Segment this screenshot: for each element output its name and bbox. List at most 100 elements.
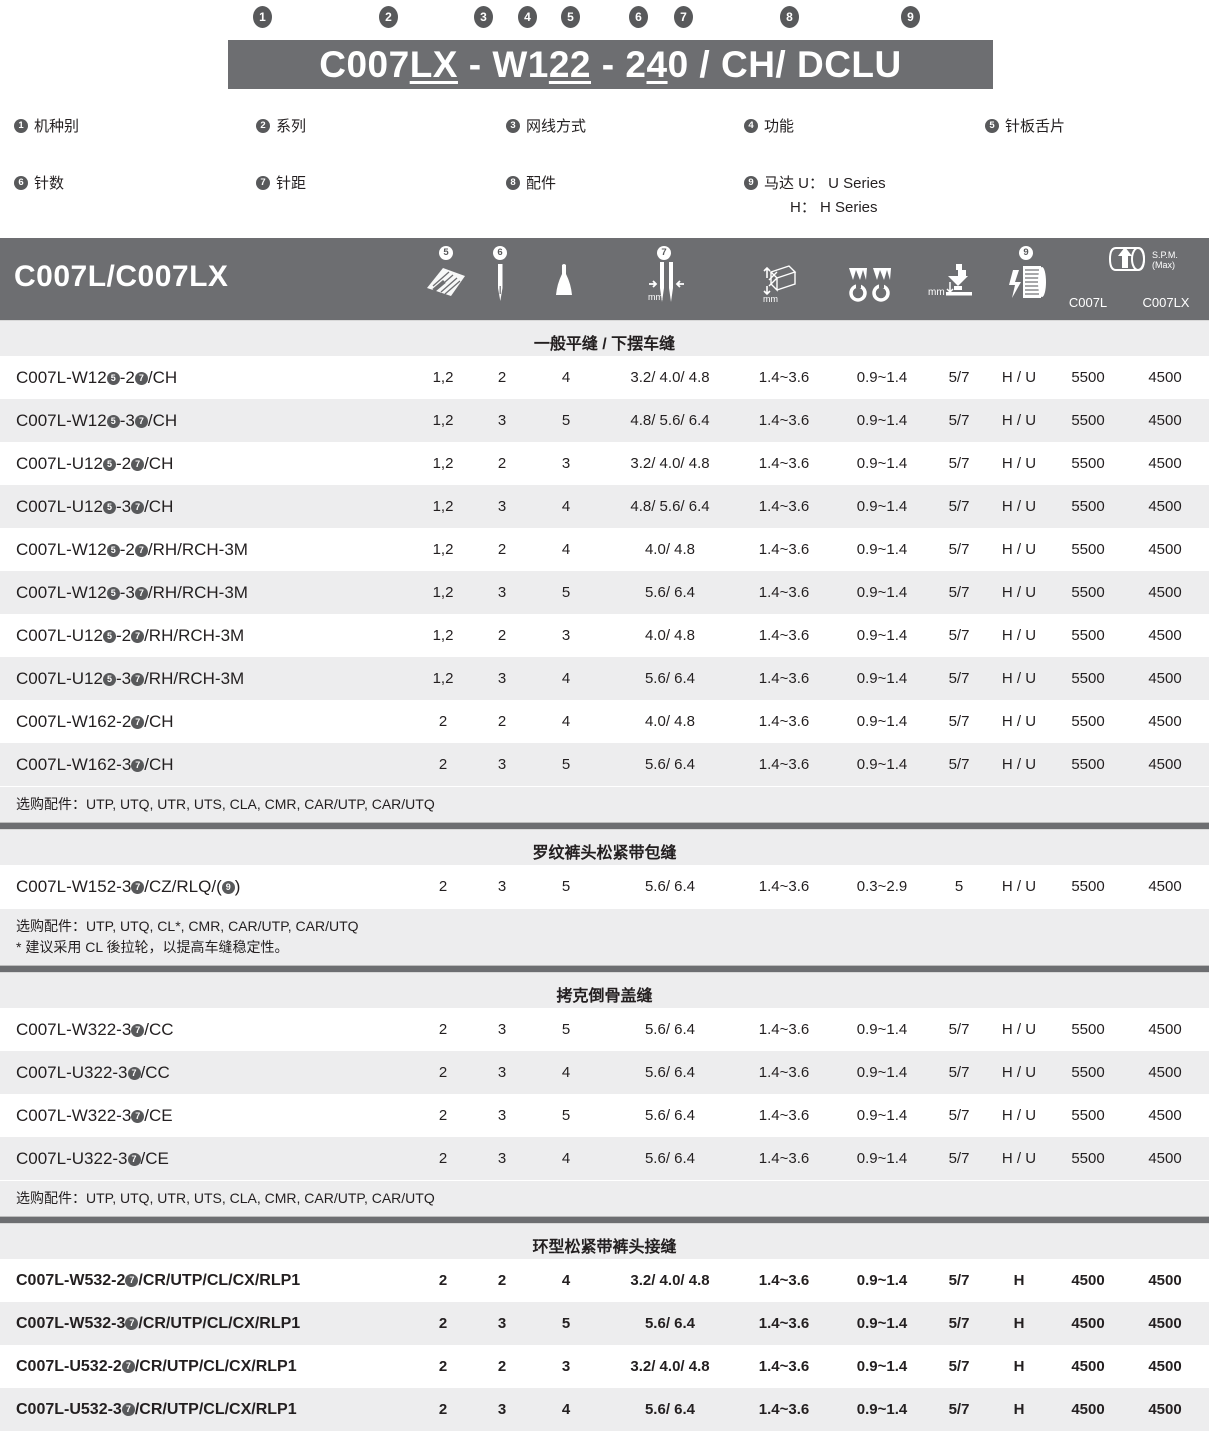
- table-cell-c5: 1.4~3.6: [758, 369, 810, 386]
- table-cell-c2: 3: [497, 1401, 507, 1418]
- table-cell-c7: 5/7: [948, 1150, 970, 1167]
- code-marker-3: 3: [474, 6, 493, 28]
- table-cell-c10: 4500: [1148, 498, 1182, 515]
- table-cell-c3: 4: [561, 1401, 571, 1418]
- code-marker-1: 1: [253, 6, 272, 28]
- table-cell-c5: 1.4~3.6: [758, 1107, 810, 1124]
- table-cell-c3: 4: [561, 1272, 571, 1289]
- table-cell-c9: 5500: [1071, 498, 1105, 515]
- table-cell-c5: 1.4~3.6: [758, 541, 810, 558]
- table-cell-c10: 4500: [1148, 455, 1182, 472]
- table-cell-c8: H: [1013, 1401, 1025, 1418]
- table-cell-c4: 3.2/ 4.0/ 4.8: [630, 1358, 710, 1375]
- table-cell-c10: 4500: [1148, 369, 1182, 386]
- table-row: C007L-W532-3 7/CR/UTP/CL/CX/RLP1 2 3 5 5.6/ 6…: [0, 1302, 1209, 1345]
- table-cell-c9: 5500: [1071, 1107, 1105, 1124]
- table-cell-c5: 1.4~3.6: [758, 498, 810, 515]
- table-row: C007L-U532-3 7/CR/UTP/CL/CX/RLP1 2 3 4 5.6/ 6…: [0, 1388, 1209, 1431]
- table-header: C007L/C007LX 5 6: [0, 238, 1209, 320]
- table-row: C007L-W12 5 -3 7/CH 1,2 3 5 4.8/ 5.6/ 6.4 1.4~3.…: [0, 399, 1209, 442]
- table-cell-c7: 5/7: [948, 756, 970, 773]
- badge-5: 5: [561, 6, 580, 28]
- legend-item-5: 5 针板舌片: [985, 115, 1065, 136]
- table-cell-c4: 4.0/ 4.8: [644, 627, 696, 644]
- table-cell-c6: 0.9~1.4: [856, 627, 908, 644]
- table-cell-c2: 2: [497, 369, 507, 386]
- stitch-length-icon: mm: [927, 244, 979, 304]
- table-cell-c2: 2: [497, 455, 507, 472]
- table-cell-c2: 2: [497, 713, 507, 730]
- model-number: C007L-U532-2 7/CR/UTP/CL/CX/RLP1: [16, 1358, 297, 1375]
- table-row: C007L-U12 5 -2 7/CH 1,2 2 3 3.2/ 4.0/ 4.8 1.4~3.…: [0, 442, 1209, 485]
- table-cell-c9: 4500: [1071, 1358, 1105, 1375]
- legend-block: 1 机种别 2 系列 3 网线方式 4 功能 5 针板舌片 6 针数 7 针距 8 配件 9 马达 U： U Se…: [0, 105, 1209, 225]
- table-cell-c2: 3: [497, 1064, 507, 1081]
- table-cell-c1: 1,2: [432, 412, 454, 429]
- table-cell-c10: 4500: [1148, 713, 1182, 730]
- model-number: C007L-W532-3 7/CR/UTP/CL/CX/RLP1: [16, 1315, 301, 1332]
- needle-plate-tongue-icon: 5: [420, 244, 472, 302]
- section-header: 罗纹裤头松紧带包缝: [0, 829, 1209, 865]
- table-cell-c10: 4500: [1148, 1315, 1182, 1332]
- badge-9: 9: [1019, 245, 1033, 260]
- table-cell-c9: 5500: [1071, 541, 1105, 558]
- table-cell-c1: 2: [438, 1272, 448, 1289]
- badge-5: 5: [102, 673, 116, 687]
- section-divider: [0, 965, 1209, 972]
- badge-8: 8: [506, 175, 520, 190]
- badge-7: 7: [121, 1360, 135, 1374]
- table-cell-c2: 2: [497, 1358, 507, 1375]
- table-cell-c5: 1.4~3.6: [758, 756, 810, 773]
- table-cell-c3: 4: [561, 1064, 571, 1081]
- table-cell-c6: 0.9~1.4: [856, 1315, 908, 1332]
- section-heading-label: 环型松紧带裤头接缝: [532, 1239, 677, 1256]
- table-cell-c9: 5500: [1071, 756, 1105, 773]
- section-divider: [0, 1216, 1209, 1223]
- badge-7: 7: [131, 501, 145, 515]
- table-cell-c5: 1.4~3.6: [758, 1315, 810, 1332]
- table-cell-c8: H / U: [1001, 878, 1037, 895]
- table-cell-c7: 5/7: [948, 584, 970, 601]
- badge-5: 5: [106, 415, 120, 429]
- table-cell-c3: 3: [561, 455, 571, 472]
- table-cell-c10: 4500: [1148, 1021, 1182, 1038]
- table-cell-c2: 3: [497, 1021, 507, 1038]
- table-cell-c8: H / U: [1001, 455, 1037, 472]
- table-cell-c7: 5/7: [948, 1401, 970, 1418]
- table-cell-c3: 4: [561, 713, 571, 730]
- table-cell-c4: 5.6/ 6.4: [644, 584, 696, 601]
- model-number: C007L-W12 5 -3 7/CH: [16, 411, 178, 430]
- badge-7: 7: [134, 587, 148, 601]
- badge-2: 2: [256, 118, 270, 133]
- table-cell-c5: 1.4~3.6: [758, 713, 810, 730]
- badge-7: 7: [127, 1067, 141, 1081]
- table-cell-c6: 0.9~1.4: [856, 1107, 908, 1124]
- table-row: C007L-W12 5 -2 7/CH 1,2 2 4 3.2/ 4.0/ 4.8 1.4~3.…: [0, 356, 1209, 399]
- table-cell-c6: 0.9~1.4: [856, 756, 908, 773]
- table-cell-c3: 5: [561, 1107, 571, 1124]
- legend-item-7: 7 针距: [256, 172, 306, 193]
- legend-label: 针板舌片: [1005, 118, 1066, 135]
- table-cell-c2: 3: [497, 498, 507, 515]
- legend-label: 机种别: [34, 118, 80, 135]
- table-cell-c7: 5: [954, 878, 964, 895]
- badge-1: 1: [253, 6, 272, 28]
- table-cell-c2: 3: [497, 1315, 507, 1332]
- legend-item-1: 1 机种别: [14, 115, 79, 136]
- table-cell-c7: 5/7: [948, 1358, 970, 1375]
- badge-7: 7: [125, 1274, 139, 1288]
- spm-line2: (Max): [1152, 260, 1175, 270]
- table-cell-c7: 5/7: [948, 541, 970, 558]
- table-cell-c2: 3: [497, 412, 507, 429]
- code-marker-7: 7: [674, 6, 693, 28]
- table-cell-c8: H / U: [1001, 713, 1037, 730]
- table-cell-c5: 1.4~3.6: [758, 1021, 810, 1038]
- table-cell-c8: H / U: [1001, 412, 1037, 429]
- badge-7: 7: [131, 716, 145, 730]
- note-line-2: * 建议采用 CL 後拉轮，以提高车缝稳定性。: [16, 939, 289, 955]
- model-number: C007L-U12 5 -2 7/CH: [16, 454, 174, 473]
- motor-icon: 9: [1002, 244, 1050, 302]
- table-cell-c1: 2: [438, 1401, 448, 1418]
- table-cell-c4: 3.2/ 4.0/ 4.8: [630, 1272, 710, 1289]
- table-cell-c10: 4500: [1148, 1272, 1182, 1289]
